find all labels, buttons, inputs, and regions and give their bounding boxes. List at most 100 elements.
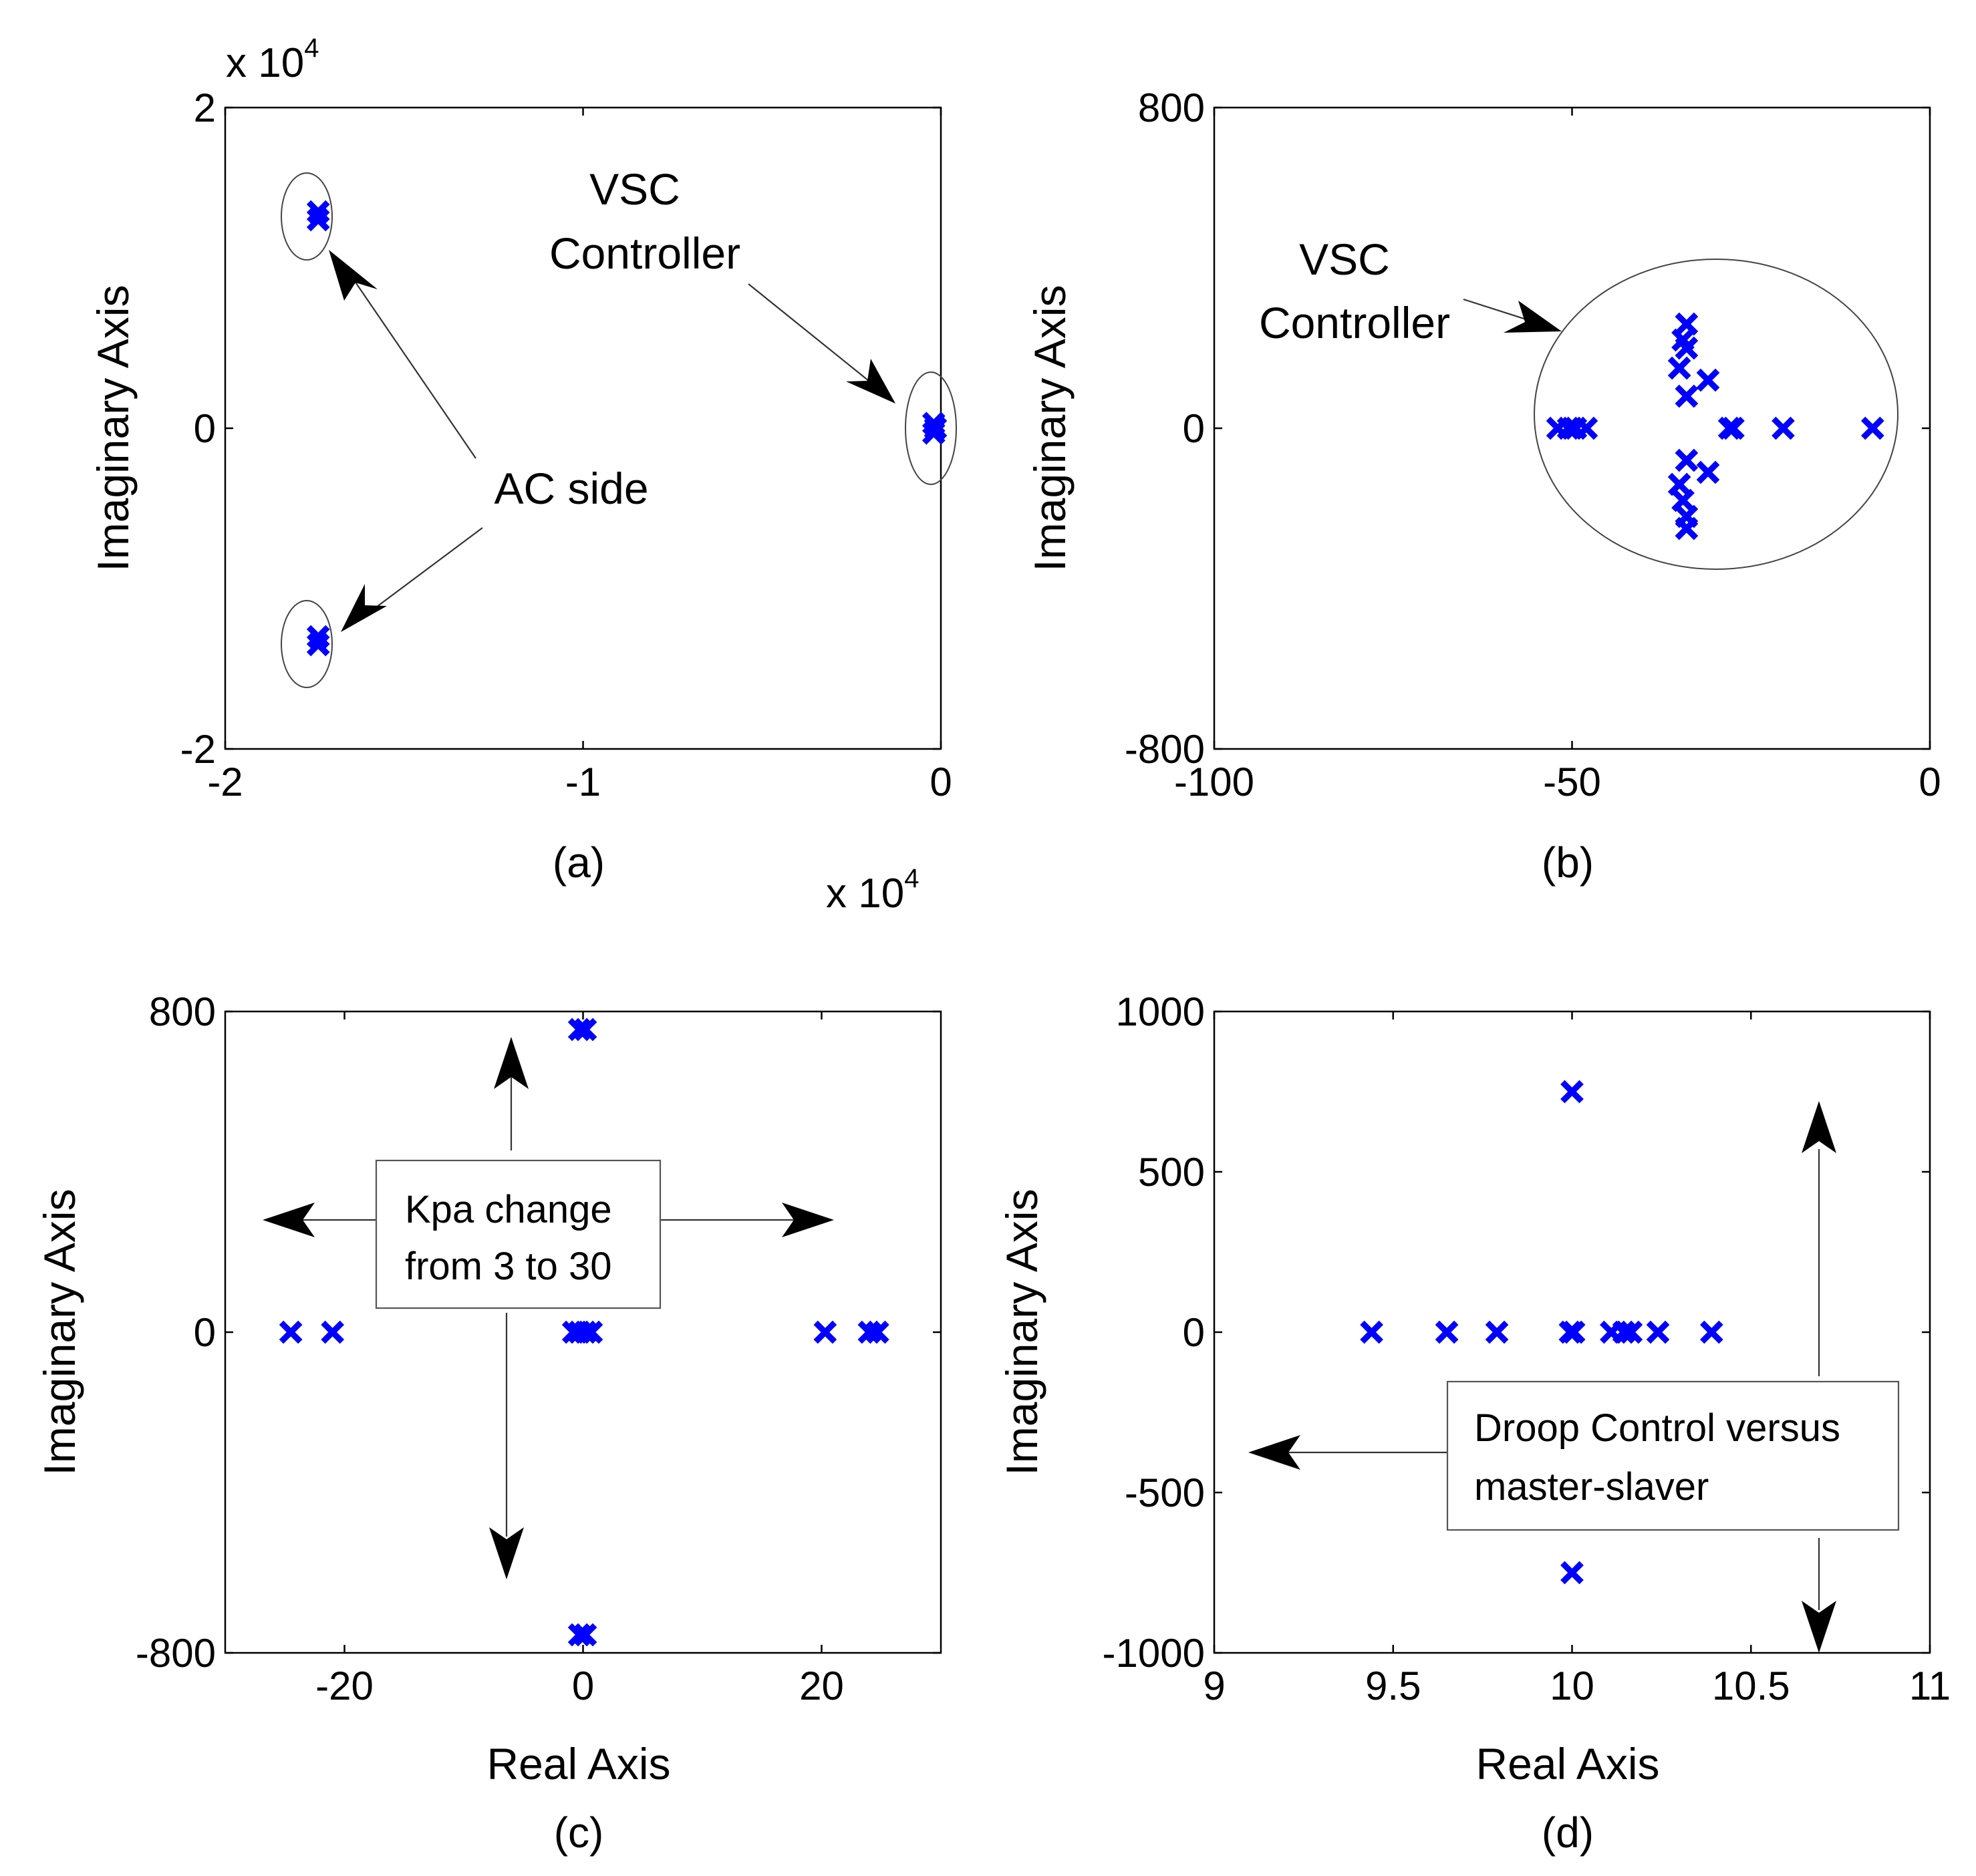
- x-tick-labels-c: -20 0 20: [315, 1664, 844, 1708]
- arrow-line-vsc-a: [748, 283, 869, 381]
- pole-marker: [813, 1320, 837, 1344]
- ellipse-ac-upper: [281, 172, 333, 261]
- pole-marker: [1675, 516, 1699, 540]
- y-axis-label-a: Imaginary Axis: [88, 285, 138, 571]
- y-tick-labels-d: -1000 -500 0 500 1000: [1103, 989, 1205, 1676]
- annotation-vsc-b: VSC: [1299, 234, 1390, 284]
- pole-marker: [1675, 336, 1699, 360]
- annotation-box-d: [1446, 1380, 1900, 1531]
- arrow-line-vsc-b: [1463, 298, 1531, 322]
- y-tick-label-b: -800: [1125, 727, 1205, 772]
- pole-marker-stroke: [1675, 384, 1699, 408]
- pole-marker: [866, 1320, 889, 1344]
- y-tick-label-a: -2: [180, 727, 216, 772]
- y-multiplier-a: x 104: [226, 33, 319, 86]
- y-tick-labels-a: -2 0 2: [180, 86, 216, 772]
- pole-marker: [1675, 384, 1699, 408]
- ellipse-ac-lower: [281, 600, 333, 688]
- pole-marker: [1696, 368, 1720, 392]
- pole-marker-stroke: [579, 1320, 603, 1344]
- tick-marks-d: [1213, 1010, 1931, 1654]
- panel-c: -20 0 20 -800 0 800 Imaginary Axis Real Axis…: [35, 989, 942, 1857]
- pole-marker-stroke: [1667, 356, 1691, 380]
- pole-marker-stroke: [813, 1320, 837, 1344]
- y-tick-label-b: 800: [1138, 86, 1205, 130]
- pole-marker-stroke: [866, 1320, 889, 1344]
- arrow-head-d-down: [1802, 1601, 1836, 1653]
- arrow-head-ac-up: [329, 250, 378, 301]
- pole-marker-stroke: [1696, 368, 1720, 392]
- arrow-head-ac-down: [341, 584, 387, 632]
- pole-marker: [1574, 416, 1598, 440]
- x-axis-label-d: Real Axis: [1475, 1739, 1659, 1788]
- markers-b: [1546, 312, 1884, 540]
- pole-marker: [1646, 1320, 1670, 1344]
- tick-marks-b: [1213, 106, 1931, 750]
- arrow-head-c-up: [494, 1037, 529, 1089]
- x-tick-label-b: -100: [1174, 760, 1254, 804]
- pole-marker: [1667, 356, 1691, 380]
- pole-marker-stroke: [1860, 416, 1884, 440]
- y-tick-label-c: 800: [149, 989, 216, 1034]
- pole-marker-stroke: [1721, 416, 1745, 440]
- panel-b: -100 -50 0 -800 0 800 Imaginary Axis (b) VSC…: [1025, 86, 1941, 887]
- x-tick-labels-d: 9 9.5 10 10.5 11: [1203, 1664, 1951, 1708]
- pole-marker-stroke: [1360, 1320, 1383, 1344]
- panel-a: -2 -1 0 -2 0 2 Imaginary Axis x 104 x 104 (a…: [88, 33, 957, 917]
- caption-a: (a): [553, 838, 605, 887]
- pole-marker-stroke: [1675, 448, 1699, 472]
- pole-marker: [573, 1018, 597, 1042]
- markers-a: [306, 200, 948, 657]
- caption-d: (d): [1542, 1809, 1594, 1857]
- tick-marks-a: [224, 106, 942, 750]
- pole-marker: [1860, 416, 1884, 440]
- y-axis-label-d: Imaginary Axis: [997, 1189, 1046, 1475]
- pole-marker: [321, 1320, 345, 1344]
- pole-marker-stroke: [1667, 472, 1691, 496]
- pole-marker: [1435, 1320, 1459, 1344]
- x-tick-label-a: 0: [930, 760, 952, 804]
- pole-marker: [573, 1623, 597, 1647]
- annotation-box-c: [375, 1159, 662, 1309]
- caption-b: (b): [1542, 838, 1594, 887]
- caption-c: (c): [554, 1809, 604, 1857]
- pole-marker: [1671, 488, 1695, 512]
- y-tick-label-c: 0: [194, 1310, 216, 1355]
- ellipse-vsc-b: [1534, 259, 1898, 570]
- pole-marker: [1699, 1320, 1723, 1344]
- pole-marker-stroke: [1619, 1320, 1643, 1344]
- x-tick-label-d: 10.5: [1712, 1664, 1790, 1708]
- pole-marker-stroke: [1562, 1320, 1586, 1344]
- pole-marker: [279, 1320, 303, 1344]
- y-axis-label-b: Imaginary Axis: [1025, 285, 1075, 571]
- pole-marker-stroke: [1485, 1320, 1509, 1344]
- ellipse-vsc-a: [905, 371, 957, 485]
- pole-marker: [1696, 460, 1720, 484]
- annotation-ac-side: AC side: [494, 464, 648, 513]
- arrow-head-c-down: [489, 1527, 524, 1579]
- arrow-head-c-left: [263, 1203, 315, 1237]
- pole-marker: [1721, 416, 1745, 440]
- pole-marker: [1675, 312, 1699, 336]
- y-tick-label-a: 2: [194, 86, 216, 130]
- annotation-droop-line1: Droop Control versus: [1474, 1406, 1840, 1450]
- annotation-kpa-line2: from 3 to 30: [405, 1245, 611, 1288]
- arrow-line-ac-down: [366, 527, 483, 615]
- pole-marker: [924, 416, 948, 440]
- x-tick-label-c: 0: [572, 1664, 594, 1708]
- panel-d: 9 9.5 10 10.5 11 -1000 -500 0 500 1000 Imaginary…: [997, 989, 1951, 1857]
- pole-marker-stroke: [1675, 516, 1699, 540]
- pole-marker-stroke: [279, 1320, 303, 1344]
- pole-marker-stroke: [1435, 1320, 1459, 1344]
- x-tick-label-b: 0: [1919, 760, 1941, 804]
- pole-marker: [1560, 1561, 1584, 1585]
- arrow-line-ac-up: [347, 270, 476, 459]
- y-tick-label-d: -500: [1125, 1470, 1205, 1515]
- pole-marker-stroke: [1574, 416, 1598, 440]
- x-tick-label-d: 9: [1203, 1664, 1225, 1708]
- annotation-controller-a: Controller: [549, 228, 740, 278]
- arrow-head-d-up: [1802, 1101, 1836, 1153]
- plot-frame-a: [224, 106, 942, 750]
- y-tick-labels-c: -800 0 800: [136, 989, 216, 1676]
- pole-marker: [306, 208, 330, 232]
